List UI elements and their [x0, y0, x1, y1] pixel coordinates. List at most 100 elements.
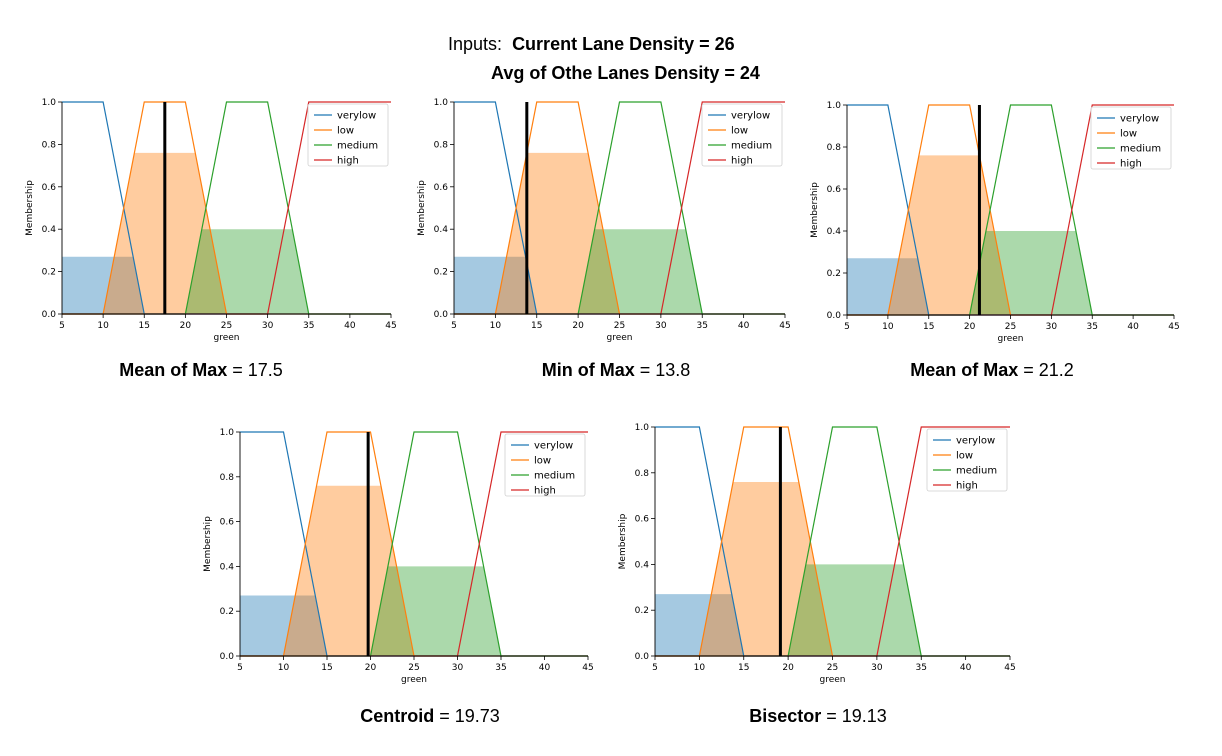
y-tick-label: 0.0 — [220, 652, 235, 662]
x-tick-label: 15 — [738, 663, 749, 673]
legend-label-medium: medium — [1120, 144, 1161, 155]
legend-label-high: high — [534, 486, 556, 497]
y-tick-label: 1.0 — [635, 423, 650, 433]
chart-5: 5 10 15 20 25 30 35 40 45 0.0 0.2 0.4 0.6 0.8 1.0 green… — [618, 423, 1016, 685]
y-tick-label: 0.8 — [827, 143, 842, 153]
legend-label-high: high — [731, 156, 753, 167]
x-tick-label: 15 — [321, 663, 332, 673]
x-tick-label: 15 — [531, 321, 542, 331]
x-tick-label: 10 — [278, 663, 290, 673]
y-tick-label: 0.6 — [220, 518, 235, 528]
caption-2-method: Min of Max — [541, 360, 635, 380]
legend-label-high: high — [1120, 159, 1142, 170]
x-tick-label: 20 — [964, 322, 976, 332]
y-tick-label: 0.8 — [220, 473, 235, 483]
low-activation-area — [847, 155, 1174, 315]
medium-activation-area — [655, 564, 1010, 656]
caption-5-method: Bisector — [749, 706, 822, 726]
current-lane-density: Current Lane Density = 26 — [512, 34, 735, 54]
x-tick-label: 30 — [262, 321, 274, 331]
y-tick-label: 0.4 — [220, 562, 235, 572]
x-tick-label: 5 — [652, 663, 658, 673]
x-tick-label: 10 — [97, 321, 109, 331]
legend-box — [307, 103, 389, 167]
y-tick-label: 1.0 — [434, 98, 449, 108]
x-tick-label: 40 — [960, 663, 972, 673]
x-tick-label: 45 — [1168, 322, 1179, 332]
x-tick-label: 40 — [344, 321, 356, 331]
legend-label-verylow: verylow — [337, 111, 376, 122]
x-tick-label: 5 — [451, 321, 457, 331]
legend-label-low: low — [956, 451, 973, 462]
x-tick-label: 45 — [779, 321, 790, 331]
x-tick-label: 25 — [614, 321, 625, 331]
x-tick-label: 5 — [237, 663, 243, 673]
medium-activation-area — [62, 229, 391, 314]
low-activation-area — [62, 152, 391, 314]
verylow-activation-area — [847, 258, 1174, 315]
caption-5: Bisector = 19.13 — [749, 706, 887, 726]
legend-label-low: low — [1120, 129, 1137, 140]
low-activation-area — [240, 485, 588, 656]
medium-activation-area — [847, 231, 1174, 315]
caption-2-value: 13.8 — [655, 360, 691, 380]
x-tick-label: 45 — [385, 321, 396, 331]
caption-4-value: 19.73 — [454, 706, 500, 726]
x-tick-label: 25 — [1005, 322, 1016, 332]
legend-box — [701, 103, 783, 167]
medium-activation-area — [240, 566, 588, 656]
verylow-activation-area — [454, 256, 785, 314]
x-tick-label: 35 — [1087, 322, 1098, 332]
legend-label-medium: medium — [534, 471, 575, 482]
y-axis-label: Membership — [810, 182, 820, 238]
x-tick-label: 15 — [923, 322, 934, 332]
caption-1-method: Mean of Max — [119, 360, 228, 380]
chart-4: 5 10 15 20 25 30 35 40 45 0.0 0.2 0.4 0.6 0.8 1.0 green… — [203, 428, 594, 685]
legend-label-low: low — [337, 126, 354, 137]
y-tick-label: 1.0 — [42, 98, 57, 108]
x-tick-label: 45 — [1004, 663, 1015, 673]
x-axis-label: green — [998, 334, 1024, 344]
y-tick-label: 0.0 — [434, 310, 449, 320]
x-tick-label: 40 — [738, 321, 750, 331]
legend-box — [926, 428, 1008, 492]
x-tick-label: 35 — [697, 321, 708, 331]
y-tick-label: 0.4 — [827, 227, 842, 237]
x-tick-label: 35 — [495, 663, 506, 673]
x-tick-label: 30 — [871, 663, 883, 673]
y-tick-label: 0.0 — [42, 310, 57, 320]
y-tick-label: 0.0 — [635, 652, 650, 662]
y-tick-label: 0.8 — [42, 140, 57, 150]
x-tick-label: 30 — [1046, 322, 1058, 332]
y-tick-label: 0.6 — [42, 183, 57, 193]
y-tick-label: 0.6 — [434, 183, 449, 193]
legend-label-high: high — [337, 156, 359, 167]
x-tick-label: 20 — [365, 663, 377, 673]
y-tick-label: 0.4 — [434, 225, 449, 235]
y-axis-label: Membership — [203, 516, 213, 572]
legend-label-low: low — [731, 126, 748, 137]
avg-other-lanes-density: Avg of Othe Lanes Density = 24 — [491, 63, 760, 83]
y-tick-label: 0.0 — [827, 311, 842, 321]
y-tick-label: 0.4 — [42, 225, 57, 235]
legend-label-verylow: verylow — [1120, 114, 1159, 125]
x-tick-label: 10 — [490, 321, 502, 331]
legend-label-medium: medium — [337, 141, 378, 152]
x-tick-label: 20 — [782, 663, 794, 673]
caption-1-value: 17.5 — [247, 360, 283, 380]
x-axis-label: green — [214, 333, 240, 343]
caption-3-value: 21.2 — [1038, 360, 1074, 380]
caption-4-method: Centroid — [360, 706, 435, 726]
x-axis-label: green — [401, 675, 427, 685]
x-tick-label: 5 — [844, 322, 850, 332]
x-tick-label: 20 — [180, 321, 192, 331]
chart-3: 5 10 15 20 25 30 35 40 45 0.0 0.2 0.4 0.6 0.8 1.0 green… — [810, 101, 1180, 344]
y-tick-label: 0.6 — [827, 185, 842, 195]
legend-label-medium: medium — [956, 466, 997, 477]
y-tick-label: 1.0 — [220, 428, 235, 438]
caption-1: Mean of Max = 17.5 — [119, 360, 283, 380]
chart-2: 5 10 15 20 25 30 35 40 45 0.0 0.2 0.4 0.6 0.8 1.0 green… — [417, 98, 791, 343]
x-tick-label: 30 — [452, 663, 464, 673]
verylow-activation-area — [62, 256, 391, 314]
